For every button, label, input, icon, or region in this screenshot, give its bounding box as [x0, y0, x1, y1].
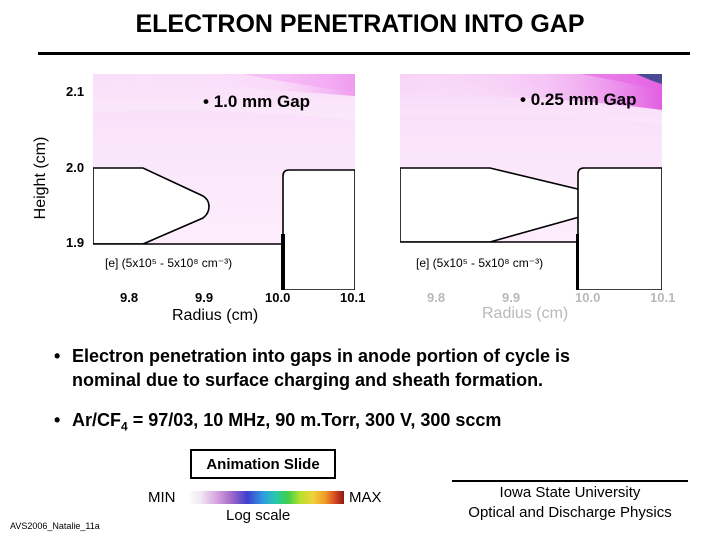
title-underline — [38, 52, 690, 55]
x-tick-label: 10.1 — [340, 290, 366, 305]
gas-mixture-subscript: 4 — [121, 419, 128, 434]
density-contour-025mm — [400, 74, 662, 290]
university-name: Iowa State University — [499, 484, 641, 501]
bullet-symbol: • — [203, 92, 209, 111]
log-scale-label: Log scale — [226, 507, 291, 524]
y-tick-label: 2.0 — [66, 160, 85, 175]
color-scale-bar — [188, 491, 344, 504]
density-range-label-1mm: [e] (5x10⁵ - 5x10⁸ cm⁻³) — [105, 256, 233, 270]
affiliation-rule — [452, 480, 688, 482]
scale-max-label: MAX — [349, 489, 382, 506]
y-axis-title: Height (cm) — [32, 136, 49, 220]
bullet-item-penetration: • Electron penetration into gaps in anod… — [54, 344, 694, 394]
slide-title: ELECTRON PENETRATION INTO GAP — [135, 10, 585, 38]
bullet-symbol: • — [520, 90, 526, 109]
y-tick-label: 2.1 — [66, 84, 85, 99]
density-range-label-025mm: [e] (5x10⁵ - 5x10⁸ cm⁻³) — [416, 256, 544, 270]
gas-mixture-label: Ar/CF — [72, 410, 121, 430]
x-tick-label: 9.8 — [120, 290, 139, 305]
bullet-symbol: • — [54, 346, 61, 366]
x-tick-label: 9.9 — [195, 290, 214, 305]
animation-slide-box: Animation Slide — [190, 449, 336, 479]
scale-min-label: MIN — [148, 489, 176, 506]
x-axis-title-1mm: Radius (cm) — [172, 307, 259, 324]
bullet-text-line: nominal due to surface charging and shea… — [72, 370, 544, 390]
x-tick-label: 9.9 — [502, 290, 521, 305]
x-tick-label: 10.0 — [265, 290, 291, 305]
gap-label-025mm: 0.25 mm Gap — [530, 90, 637, 109]
x-tick-label: 10.1 — [650, 290, 676, 305]
gap-label-1mm: 1.0 mm Gap — [213, 92, 311, 111]
bullet-item-conditions: • Ar/CF4 = 97/03, 10 MHz, 90 m.Torr, 300… — [54, 408, 694, 436]
plot-panel-025mm: • 0.25 mm Gap [e] (5x10⁵ - 5x10⁸ cm⁻³) — [400, 74, 662, 290]
group-name: Optical and Discharge Physics — [468, 504, 672, 521]
density-contour-1mm — [93, 74, 355, 290]
x-tick-label: 9.8 — [427, 290, 446, 305]
y-tick-label: 1.9 — [66, 235, 85, 250]
x-tick-label: 10.0 — [575, 290, 601, 305]
bullet-text-line: Electron penetration into gaps in anode … — [72, 346, 571, 366]
x-axis-title-025mm: Radius (cm) — [482, 305, 569, 322]
plot-panel-1mm: • 1.0 mm Gap [e] (5x10⁵ - 5x10⁸ cm⁻³) — [93, 74, 355, 290]
bullet-symbol: • — [54, 410, 61, 430]
conditions-text: = 97/03, 10 MHz, 90 m.Torr, 300 V, 300 s… — [127, 410, 502, 430]
footer-code: AVS2006_Natalie_11a — [10, 521, 100, 531]
